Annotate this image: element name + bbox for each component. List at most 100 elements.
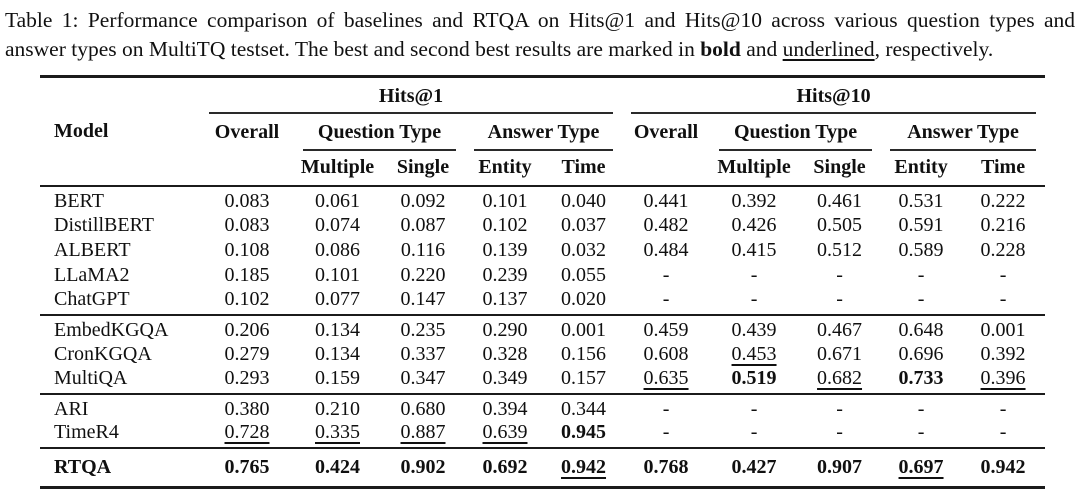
value-cell: 0.077 bbox=[315, 287, 360, 310]
value-cell: 0.765 bbox=[200, 446, 294, 488]
model-name: EmbedKGQA bbox=[40, 313, 200, 342]
value-cell: 0.235 bbox=[381, 313, 465, 342]
value-cell: 0.453 bbox=[731, 342, 777, 365]
table-header: Model Hits@1 Hits@10 Overall Question Ty… bbox=[40, 76, 1046, 187]
value-cell: - bbox=[662, 420, 670, 443]
value-cell: 0.347 bbox=[400, 366, 446, 389]
value-cell: 0.426 bbox=[731, 213, 777, 236]
column-header-overall-hits1: Overall bbox=[200, 113, 294, 187]
model-name: ChatGPT bbox=[54, 287, 130, 310]
value-cell: 0.222 bbox=[961, 184, 1046, 213]
column-header-single-hits10: Single bbox=[798, 150, 882, 187]
value-cell: - bbox=[750, 420, 758, 443]
value-cell: 0.020 bbox=[561, 287, 607, 310]
value-cell: 0.147 bbox=[400, 287, 446, 310]
results-table: Model Hits@1 Hits@10 Overall Question Ty… bbox=[40, 75, 1046, 490]
model-name: RTQA bbox=[40, 446, 200, 488]
value-cell: 0.589 bbox=[898, 238, 944, 261]
value-cell: 0.001 bbox=[545, 313, 623, 342]
caption-underlined-word: underlined bbox=[782, 37, 875, 62]
value-cell: 0.519 bbox=[731, 366, 777, 389]
column-header-single-hits1: Single bbox=[381, 150, 465, 187]
value-cell: 0.101 bbox=[465, 184, 545, 213]
value-cell: 0.942 bbox=[961, 446, 1046, 488]
value-cell: 0.461 bbox=[798, 184, 882, 213]
value-cell: 0.512 bbox=[817, 238, 863, 261]
value-cell: 0.037 bbox=[561, 213, 607, 236]
value-cell: 0.206 bbox=[200, 313, 294, 342]
value-cell: 0.040 bbox=[545, 184, 623, 213]
row-group-final: RTQA 0.765 0.424 0.902 0.692 0.942 0.768 0.427 0… bbox=[40, 446, 1046, 488]
value-cell: 0.380 bbox=[200, 392, 294, 421]
value-cell: 0.424 bbox=[294, 446, 381, 488]
table-caption: Table 1: Performance comparison of basel… bbox=[0, 6, 1080, 64]
header-row-leaves: Multiple Single Entity Time Multiple Sin… bbox=[40, 150, 1046, 187]
value-cell: 0.415 bbox=[731, 238, 777, 261]
value-cell: 0.086 bbox=[315, 238, 360, 261]
value-cell: - bbox=[917, 263, 925, 286]
value-cell: - bbox=[836, 263, 843, 286]
value-cell: 0.134 bbox=[294, 313, 381, 342]
table-row: EmbedKGQA 0.206 0.134 0.235 0.290 0.001 0.459 0… bbox=[40, 313, 1046, 342]
column-header-multiple-hits10: Multiple bbox=[710, 150, 799, 187]
value-cell: 0.220 bbox=[400, 263, 446, 286]
table-row: ARI 0.380 0.210 0.680 0.394 0.344- - - - - bbox=[40, 392, 1046, 421]
value-cell: - bbox=[836, 420, 843, 443]
value-cell: - bbox=[750, 287, 758, 310]
value-cell: 0.648 bbox=[881, 313, 962, 342]
value-cell: 0.349 bbox=[482, 366, 528, 389]
value-cell: 0.484 bbox=[643, 238, 689, 261]
row-group: BERT 0.083 0.061 0.092 0.101 0.040 0.441 0.392 0… bbox=[40, 184, 1046, 315]
value-cell: 0.228 bbox=[980, 238, 1026, 261]
value-cell: 0.137 bbox=[482, 287, 528, 310]
table-row: DistillBERT 0.083 0.074 0.087 0.102 0.037 0.48… bbox=[40, 213, 1045, 238]
value-cell: 0.505 bbox=[817, 213, 863, 236]
value-cell: - bbox=[999, 287, 1007, 310]
model-name: BERT bbox=[40, 184, 200, 213]
value-cell: 0.671 bbox=[817, 342, 863, 365]
value-cell: 0.887 bbox=[400, 420, 446, 443]
value-cell: 0.441 bbox=[622, 184, 711, 213]
model-name: DistillBERT bbox=[54, 213, 154, 236]
value-cell: 0.061 bbox=[294, 184, 381, 213]
model-name: TimeR4 bbox=[54, 420, 119, 443]
table-row: CronKGQA 0.279 0.134 0.337 0.328 0.156 0.608 0.… bbox=[40, 342, 1045, 367]
row-group: EmbedKGQA 0.206 0.134 0.235 0.290 0.001 0.459 0… bbox=[40, 313, 1046, 394]
value-cell: 0.134 bbox=[315, 342, 360, 365]
value-cell: 0.907 bbox=[798, 446, 882, 488]
value-cell: 0.482 bbox=[643, 213, 689, 236]
model-name: MultiQA bbox=[54, 366, 128, 389]
value-cell: 0.083 bbox=[224, 213, 270, 236]
value-cell: - bbox=[881, 392, 962, 421]
value-cell: 0.290 bbox=[465, 313, 545, 342]
value-cell: 0.116 bbox=[400, 238, 446, 261]
value-cell: 0.902 bbox=[381, 446, 465, 488]
value-cell: 0.680 bbox=[381, 392, 465, 421]
column-subgroup-question-type-hits10: Question Type bbox=[710, 114, 881, 151]
value-cell: 0.396 bbox=[980, 366, 1026, 389]
column-group-hits1: Hits@1 bbox=[200, 77, 622, 114]
value-cell: 0.768 bbox=[622, 446, 711, 488]
value-cell: - bbox=[662, 263, 670, 286]
value-cell: 0.639 bbox=[482, 420, 528, 443]
value-cell: 0.216 bbox=[980, 213, 1026, 236]
table-row: ALBERT 0.108 0.086 0.116 0.139 0.032 0.484 0.41… bbox=[40, 238, 1045, 263]
column-header-model: Model bbox=[40, 76, 200, 187]
column-header-entity-hits1: Entity bbox=[465, 150, 545, 187]
model-name: CronKGQA bbox=[54, 342, 152, 365]
value-cell: 0.157 bbox=[561, 366, 607, 389]
value-cell: - bbox=[750, 263, 758, 286]
column-header-time-hits1: Time bbox=[545, 150, 623, 187]
caption-bold-word: bold bbox=[700, 37, 741, 62]
value-cell: - bbox=[999, 263, 1007, 286]
model-name: ARI bbox=[40, 392, 200, 421]
caption-text-between: and bbox=[740, 37, 783, 62]
value-cell: 0.156 bbox=[561, 342, 607, 365]
value-cell: - bbox=[622, 392, 711, 421]
value-cell: - bbox=[836, 287, 843, 310]
table-row: RTQA 0.765 0.424 0.902 0.692 0.942 0.768 0.427 0… bbox=[40, 446, 1046, 488]
value-cell: 0.392 bbox=[710, 184, 799, 213]
value-cell: 0.279 bbox=[224, 342, 270, 365]
value-cell: - bbox=[917, 420, 925, 443]
value-cell: 0.427 bbox=[710, 446, 799, 488]
